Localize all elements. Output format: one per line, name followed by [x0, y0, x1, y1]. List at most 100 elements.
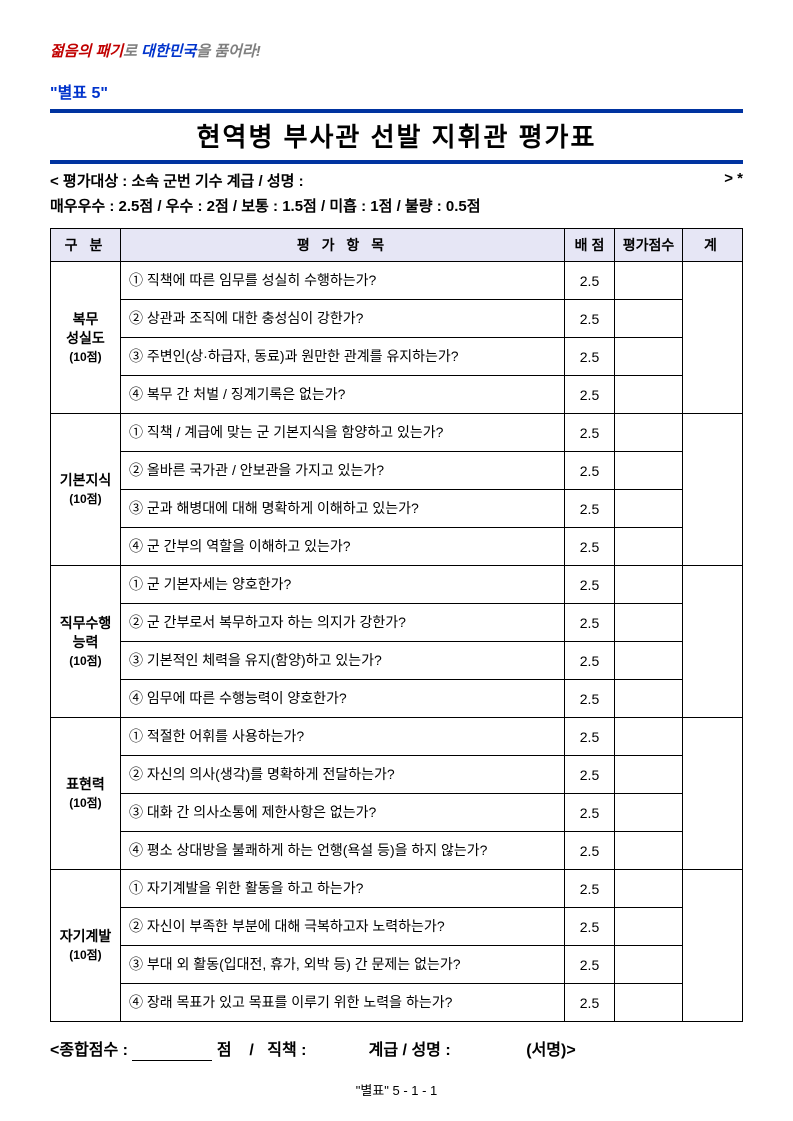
evaluation-score-cell	[615, 414, 683, 452]
table-row: ② 군 간부로서 복무하고자 하는 의지가 강한가?2.5	[51, 604, 743, 642]
table-row: 직무수행능력(10점)① 군 기본자세는 양호한가?2.5	[51, 566, 743, 604]
subtotal-cell	[683, 262, 743, 414]
evaluation-score-cell	[615, 794, 683, 832]
table-row: ② 자신의 의사(생각)를 명확하게 전달하는가?2.5	[51, 756, 743, 794]
allotted-points: 2.5	[565, 680, 615, 718]
table-row: ④ 평소 상대방을 불쾌하게 하는 언행(욕설 등)을 하지 않는가?2.5	[51, 832, 743, 870]
category-points: (10점)	[53, 491, 118, 508]
allotted-points: 2.5	[565, 338, 615, 376]
category-cell: 직무수행능력(10점)	[51, 566, 121, 718]
table-row: ② 상관과 조직에 대한 충성심이 강한가?2.5	[51, 300, 743, 338]
evaluation-item: ④ 평소 상대방을 불쾌하게 하는 언행(욕설 등)을 하지 않는가?	[121, 832, 565, 870]
subject-right: > *	[724, 170, 743, 191]
evaluation-subject-line: < 평가대상 : 소속 군번 기수 계급 / 성명 : > *	[50, 170, 743, 191]
evaluation-item: ① 적절한 어휘를 사용하는가?	[121, 718, 565, 756]
allotted-points: 2.5	[565, 642, 615, 680]
evaluation-item: ④ 복무 간 처벌 / 징계기록은 없는가?	[121, 376, 565, 414]
evaluation-score-cell	[615, 604, 683, 642]
allotted-points: 2.5	[565, 794, 615, 832]
allotted-points: 2.5	[565, 414, 615, 452]
category-cell: 자기계발(10점)	[51, 870, 121, 1022]
points-word: 점	[217, 1042, 232, 1059]
allotted-points: 2.5	[565, 490, 615, 528]
table-row: ③ 군과 해병대에 대해 명확하게 이해하고 있는가?2.5	[51, 490, 743, 528]
allotted-points: 2.5	[565, 946, 615, 984]
evaluation-item: ④ 군 간부의 역할을 이해하고 있는가?	[121, 528, 565, 566]
evaluation-score-cell	[615, 870, 683, 908]
table-row: 기본지식(10점)① 직책 / 계급에 맞는 군 기본지식을 함양하고 있는가?…	[51, 414, 743, 452]
evaluation-item: ④ 임무에 따른 수행능력이 양호한가?	[121, 680, 565, 718]
category-name: 자기계발	[53, 927, 118, 947]
evaluation-item: ② 상관과 조직에 대한 충성심이 강한가?	[121, 300, 565, 338]
allotted-points: 2.5	[565, 376, 615, 414]
allotted-points: 2.5	[565, 300, 615, 338]
table-header-row: 구 분 평 가 항 목 배 점 평가점수 계	[51, 229, 743, 262]
table-row: ④ 복무 간 처벌 / 징계기록은 없는가?2.5	[51, 376, 743, 414]
evaluation-score-cell	[615, 756, 683, 794]
evaluation-item: ② 올바른 국가관 / 안보관을 가지고 있는가?	[121, 452, 565, 490]
evaluation-score-cell	[615, 946, 683, 984]
evaluation-score-cell	[615, 832, 683, 870]
category-name: 복무	[53, 310, 118, 330]
evaluation-item: ② 군 간부로서 복무하고자 하는 의지가 강한가?	[121, 604, 565, 642]
evaluation-item: ④ 장래 목표가 있고 목표를 이루기 위한 노력을 하는가?	[121, 984, 565, 1022]
table-row: ② 올바른 국가관 / 안보관을 가지고 있는가?2.5	[51, 452, 743, 490]
allotted-points: 2.5	[565, 718, 615, 756]
slogan-part4: 을 품어라!	[196, 43, 260, 60]
evaluation-item: ① 군 기본자세는 양호한가?	[121, 566, 565, 604]
evaluation-item: ③ 기본적인 체력을 유지(함양)하고 있는가?	[121, 642, 565, 680]
category-points: (10점)	[53, 795, 118, 812]
allotted-points: 2.5	[565, 984, 615, 1022]
attachment-label: "별표 5"	[50, 79, 743, 103]
evaluation-score-cell	[615, 642, 683, 680]
col-points: 배 점	[565, 229, 615, 262]
category-name: 능력	[53, 633, 118, 653]
table-row: ② 자신이 부족한 부분에 대해 극복하고자 노력하는가?2.5	[51, 908, 743, 946]
evaluation-score-cell	[615, 490, 683, 528]
total-score-blank	[132, 1042, 212, 1061]
col-category: 구 분	[51, 229, 121, 262]
evaluation-table: 구 분 평 가 항 목 배 점 평가점수 계 복무성실도(10점)① 직책에 따…	[50, 228, 743, 1022]
subtotal-cell	[683, 870, 743, 1022]
allotted-points: 2.5	[565, 756, 615, 794]
table-row: ③ 부대 외 활동(입대전, 휴가, 외박 등) 간 문제는 없는가?2.5	[51, 946, 743, 984]
table-row: 자기계발(10점)① 자기계발을 위한 활동을 하고 하는가?2.5	[51, 870, 743, 908]
evaluation-item: ③ 대화 간 의사소통에 제한사항은 없는가?	[121, 794, 565, 832]
slogan-part3: 대한민국	[141, 43, 196, 60]
evaluation-score-cell	[615, 452, 683, 490]
col-score: 평가점수	[615, 229, 683, 262]
category-points: (10점)	[53, 653, 118, 670]
subtotal-cell	[683, 414, 743, 566]
evaluation-score-cell	[615, 528, 683, 566]
evaluation-score-cell	[615, 300, 683, 338]
category-name: 직무수행	[53, 614, 118, 634]
evaluation-item: ② 자신의 의사(생각)를 명확하게 전달하는가?	[121, 756, 565, 794]
total-score-label: <종합점수 :	[50, 1042, 128, 1059]
allotted-points: 2.5	[565, 604, 615, 642]
allotted-points: 2.5	[565, 566, 615, 604]
category-name: 기본지식	[53, 471, 118, 491]
category-cell: 표현력(10점)	[51, 718, 121, 870]
table-row: ③ 기본적인 체력을 유지(함양)하고 있는가?2.5	[51, 642, 743, 680]
evaluation-item: ① 직책 / 계급에 맞는 군 기본지식을 함양하고 있는가?	[121, 414, 565, 452]
subject-left: < 평가대상 : 소속 군번 기수 계급 / 성명 :	[50, 170, 304, 191]
evaluation-score-cell	[615, 262, 683, 300]
subtotal-cell	[683, 566, 743, 718]
title-block: 현역병 부사관 선발 지휘관 평가표	[50, 109, 743, 164]
slogan-part2: 로	[123, 43, 141, 60]
allotted-points: 2.5	[565, 832, 615, 870]
category-points: (10점)	[53, 349, 118, 366]
duty-label: 직책 :	[267, 1042, 306, 1059]
subtotal-cell	[683, 718, 743, 870]
evaluation-item: ① 직책에 따른 임무를 성실히 수행하는가?	[121, 262, 565, 300]
col-item: 평 가 항 목	[121, 229, 565, 262]
table-row: ④ 임무에 따른 수행능력이 양호한가?2.5	[51, 680, 743, 718]
rank-name-label: 계급 / 성명 :	[369, 1042, 451, 1059]
footer-slash: /	[249, 1042, 253, 1059]
table-row: ④ 군 간부의 역할을 이해하고 있는가?2.5	[51, 528, 743, 566]
slogan-part1: 젊음의 패기	[50, 43, 123, 60]
table-row: 표현력(10점)① 적절한 어휘를 사용하는가?2.5	[51, 718, 743, 756]
allotted-points: 2.5	[565, 262, 615, 300]
table-row: ④ 장래 목표가 있고 목표를 이루기 위한 노력을 하는가?2.5	[51, 984, 743, 1022]
page-title: 현역병 부사관 선발 지휘관 평가표	[50, 117, 743, 154]
